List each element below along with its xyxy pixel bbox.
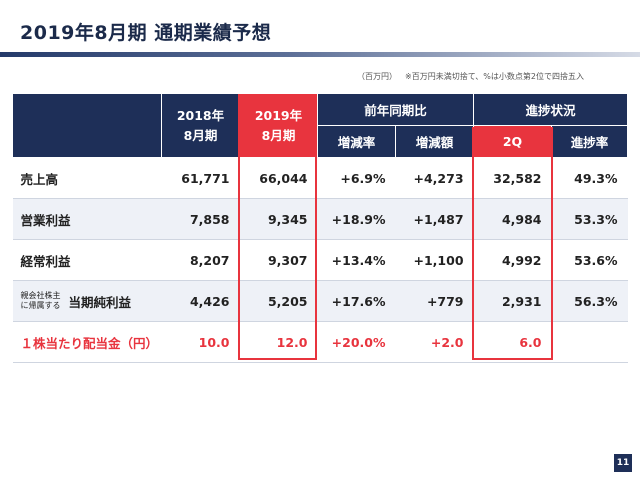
cell-fy2019: 9,307 — [239, 239, 318, 281]
cell-fy2019: 66,044 — [239, 157, 318, 199]
cell-yoy-amount: +779 — [395, 280, 474, 322]
cell-q2: 4,984 — [473, 198, 552, 240]
cell-q2: 32,582 — [473, 157, 552, 199]
cell-progress: 49.3% — [551, 157, 628, 199]
table-row-ordinary-profit: 経常利益 8,207 9,307 +13.4% +1,100 4,992 53.… — [12, 239, 628, 281]
cell-fy2019: 12.0 — [239, 321, 318, 363]
table-row-operating-profit: 営業利益 7,858 9,345 +18.9% +1,487 4,984 53.… — [12, 198, 628, 240]
header-progress-group: 進捗状況 — [473, 93, 629, 126]
cell-q2: 4,992 — [473, 239, 552, 281]
header-q2: 2Q — [473, 125, 553, 158]
row-label: 親会社株主 に帰属する 当期純利益 — [12, 280, 162, 322]
page-number: 11 — [614, 454, 632, 472]
unit-note: （百万円） — [357, 72, 397, 81]
header-yoy-amount: 増減額 — [394, 125, 475, 158]
header-yoy-group: 前年同期比 — [316, 93, 475, 126]
cell-q2: 2,931 — [473, 280, 552, 322]
cell-yoy-amount: +1,100 — [395, 239, 474, 281]
cell-fy2018: 8,207 — [161, 239, 240, 281]
forecast-table: 2018年 8月期 2019年 8月期 前年同期比 進捗状況 増減率 増減額 2… — [12, 93, 629, 363]
cell-yoy-rate: +18.9% — [317, 198, 396, 240]
cell-progress — [551, 321, 628, 363]
cell-yoy-rate: +20.0% — [317, 321, 396, 363]
cell-yoy-amount: +4,273 — [395, 157, 474, 199]
rounding-note: ※百万円未満切捨て、%は小数点第2位で四捨五入 — [405, 72, 584, 81]
header-progress-rate: 進捗率 — [551, 125, 629, 158]
row-label: 経常利益 — [12, 239, 162, 281]
cell-fy2019: 9,345 — [239, 198, 318, 240]
cell-q2: 6.0 — [473, 321, 552, 363]
cell-yoy-rate: +6.9% — [317, 157, 396, 199]
title-underline — [0, 52, 640, 57]
cell-fy2018: 10.0 — [161, 321, 240, 363]
cell-fy2018: 61,771 — [161, 157, 240, 199]
cell-progress: 53.6% — [551, 239, 628, 281]
cell-fy2018: 4,426 — [161, 280, 240, 322]
header-row-1: 2018年 8月期 2019年 8月期 前年同期比 進捗状況 — [12, 93, 629, 158]
header-yoy-rate: 増減率 — [317, 125, 396, 158]
header-blank — [12, 93, 162, 158]
cell-fy2018: 7,858 — [161, 198, 240, 240]
cell-fy2019: 5,205 — [239, 280, 318, 322]
cell-yoy-amount: +2.0 — [395, 321, 474, 363]
table-row-dividend: １株当たり配当金（円） 10.0 12.0 +20.0% +2.0 6.0 — [12, 321, 628, 363]
header-fy2019: 2019年 8月期 — [239, 93, 318, 158]
cell-progress: 53.3% — [551, 198, 628, 240]
row-label: 売上高 — [12, 157, 162, 199]
row-label: １株当たり配当金（円） — [12, 321, 162, 363]
row-label-main: 当期純利益 — [68, 294, 132, 310]
header-fy2018: 2018年 8月期 — [161, 93, 240, 158]
row-label: 営業利益 — [12, 198, 162, 240]
table-row-net-income: 親会社株主 に帰属する 当期純利益 4,426 5,205 +17.6% +77… — [12, 280, 628, 322]
cell-yoy-rate: +13.4% — [317, 239, 396, 281]
row-label-qualifier: 親会社株主 に帰属する — [20, 291, 61, 310]
cell-progress: 56.3% — [551, 280, 628, 322]
page-title: 2019年8月期 通期業績予想 — [20, 22, 272, 44]
cell-yoy-amount: +1,487 — [395, 198, 474, 240]
cell-yoy-rate: +17.6% — [317, 280, 396, 322]
table-row-sales: 売上高 61,771 66,044 +6.9% +4,273 32,582 49… — [12, 157, 628, 199]
